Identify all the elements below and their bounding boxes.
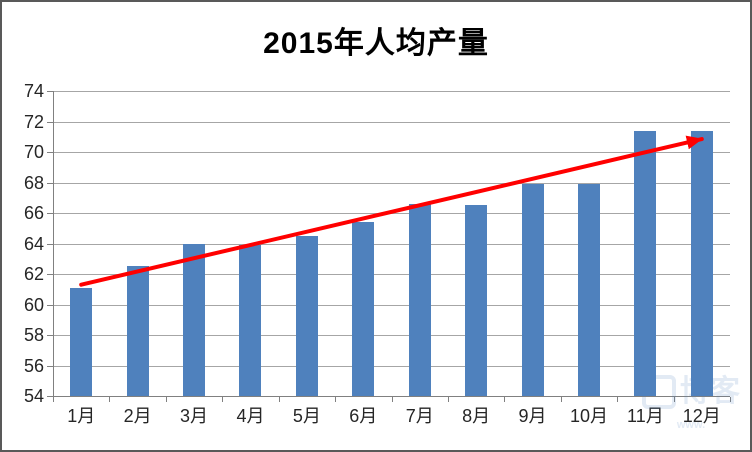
y-axis-tick (47, 335, 53, 336)
x-tick-label: 6月 (349, 406, 378, 426)
x-tick-label: 5月 (292, 406, 321, 426)
gridline (53, 91, 730, 92)
x-axis-tick (391, 397, 393, 402)
gridline (53, 274, 730, 275)
watermark-subtext: www. (676, 418, 706, 431)
x-axis-line (53, 396, 730, 397)
x-tick-label: 1月 (67, 406, 96, 426)
bar (126, 266, 149, 396)
x-axis-tick (109, 397, 111, 402)
y-tick-label: 66 (23, 203, 44, 223)
gridline (53, 304, 730, 306)
x-axis-tick (278, 397, 280, 402)
y-tick-label: 56 (23, 355, 44, 376)
x-tick-label: 3月 (180, 406, 209, 426)
y-tick-label: 62 (23, 264, 44, 284)
bar (183, 243, 206, 396)
bar (577, 184, 600, 396)
gridline (53, 182, 730, 184)
bar (70, 287, 93, 396)
x-tick-label: 11月 (627, 406, 664, 426)
gridline (53, 213, 730, 214)
bar (634, 130, 657, 396)
y-tick-label: 74 (23, 81, 44, 101)
y-tick-label: 60 (23, 294, 44, 315)
x-tick-label: 2月 (123, 406, 152, 426)
y-tick-label: 58 (23, 325, 44, 345)
y-axis-tick (47, 182, 53, 184)
y-axis-tick (47, 396, 53, 397)
bar (352, 222, 375, 396)
bar (295, 235, 318, 396)
bar (465, 205, 488, 396)
chart-title: 2015年人均产量 (263, 27, 489, 60)
y-tick-label: 70 (23, 142, 44, 162)
watermark: 博客 www. (632, 374, 750, 440)
x-tick-label: 9月 (518, 406, 547, 426)
bar (521, 184, 544, 396)
y-axis-tick (47, 274, 53, 275)
y-axis-tick (47, 91, 53, 92)
x-tick-label: 4月 (236, 406, 265, 426)
y-axis-tick (47, 304, 53, 306)
bar (408, 203, 431, 396)
gridline (53, 243, 730, 245)
y-tick-label: 64 (23, 233, 44, 254)
x-tick-label: 10月 (569, 406, 608, 426)
x-axis-tick (617, 397, 619, 402)
bar (690, 130, 713, 396)
y-axis-line (53, 91, 54, 401)
x-axis-tick (165, 397, 167, 402)
x-axis-tick (504, 397, 506, 402)
y-tick-label: 54 (23, 386, 44, 406)
x-axis-tick (335, 397, 337, 402)
y-axis-tick (47, 121, 53, 123)
gridline (53, 335, 730, 336)
x-tick-label: 7月 (405, 406, 434, 426)
y-tick-label: 68 (23, 172, 44, 193)
gridline (53, 152, 730, 153)
x-axis-tick (222, 397, 224, 402)
x-axis-tick (673, 397, 675, 402)
y-axis-tick (47, 243, 53, 245)
x-tick-label: 8月 (462, 406, 491, 426)
gridline (53, 121, 730, 123)
x-axis-tick (730, 397, 731, 402)
x-tick-label: 12月 (682, 406, 721, 426)
y-axis-tick (47, 152, 53, 153)
y-tick-label: 72 (23, 111, 44, 132)
x-axis-tick (53, 397, 54, 402)
x-axis-tick (560, 397, 562, 402)
y-axis-tick (47, 213, 53, 214)
bar (239, 245, 262, 396)
x-axis-tick (447, 397, 449, 402)
watermark-logo-icon (642, 374, 676, 409)
gridline (53, 365, 730, 367)
watermark-text: 博客 (680, 374, 740, 408)
y-axis-tick (47, 365, 53, 367)
